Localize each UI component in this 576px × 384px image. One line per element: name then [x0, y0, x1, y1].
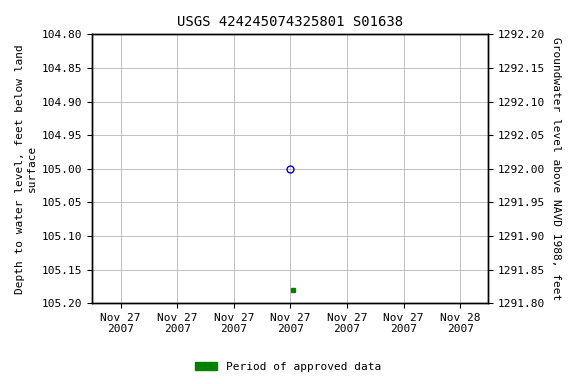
Y-axis label: Depth to water level, feet below land
surface: Depth to water level, feet below land su…	[15, 44, 37, 294]
Y-axis label: Groundwater level above NAVD 1988, feet: Groundwater level above NAVD 1988, feet	[551, 37, 561, 300]
Legend: Period of approved data: Period of approved data	[191, 358, 385, 377]
Title: USGS 424245074325801 S01638: USGS 424245074325801 S01638	[177, 15, 403, 29]
